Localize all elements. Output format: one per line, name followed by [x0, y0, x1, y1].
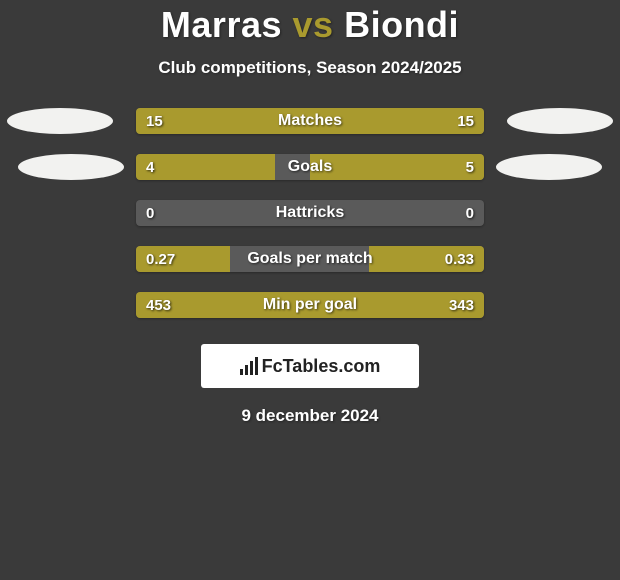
stat-value-left: 4	[146, 154, 154, 180]
stat-value-right: 0.33	[445, 246, 474, 272]
logo-text: FcTables.com	[262, 356, 381, 377]
stat-label: Hattricks	[136, 200, 484, 226]
player2-badge	[496, 154, 602, 180]
player1-name: Marras	[161, 4, 282, 45]
player2-badge	[507, 108, 613, 134]
subtitle: Club competitions, Season 2024/2025	[0, 58, 620, 78]
stat-bar: 1515Matches	[136, 108, 484, 134]
chart-icon	[240, 357, 258, 375]
vs-label: vs	[293, 4, 334, 45]
stat-row: 1515Matches	[0, 108, 620, 154]
logo-box: FcTables.com	[201, 344, 419, 388]
stat-bar: 0 0Hattricks	[136, 200, 484, 226]
stat-row: 0.270.33Goals per match	[0, 246, 620, 292]
stat-bar: 0.270.33Goals per match	[136, 246, 484, 272]
stat-value-right: 15	[457, 108, 474, 134]
stat-row: 0 0Hattricks	[0, 200, 620, 246]
stat-row: 45Goals	[0, 154, 620, 200]
player1-badge	[7, 108, 113, 134]
stat-value-right: 0	[466, 200, 474, 226]
stat-rows: 1515Matches45Goals00Hattricks0.270.33Goa…	[0, 108, 620, 338]
stat-value-right: 5	[466, 154, 474, 180]
stat-bar: 45Goals	[136, 154, 484, 180]
bar-left-fill	[136, 154, 275, 180]
stat-value-left: 15	[146, 108, 163, 134]
stat-value-left: 0	[146, 200, 154, 226]
stat-value-right: 343	[449, 292, 474, 318]
bar-right-fill	[310, 154, 484, 180]
stat-bar: 453343Min per goal	[136, 292, 484, 318]
stat-row: 453343Min per goal	[0, 292, 620, 338]
player2-name: Biondi	[344, 4, 459, 45]
date-label: 9 december 2024	[0, 406, 620, 426]
player1-badge	[18, 154, 124, 180]
stat-value-left: 453	[146, 292, 171, 318]
stat-value-left: 0.27	[146, 246, 175, 272]
comparison-widget: Marras vs Biondi Club competitions, Seas…	[0, 0, 620, 426]
page-title: Marras vs Biondi	[0, 4, 620, 46]
